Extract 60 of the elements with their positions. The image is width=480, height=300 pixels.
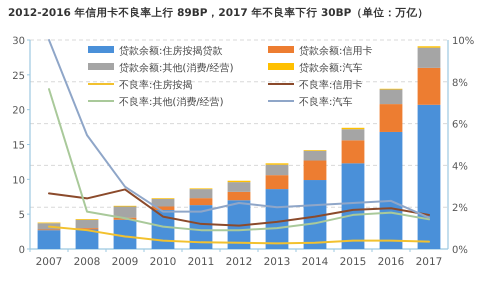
x-tick-label: 2013 (264, 256, 290, 268)
legend-label: 不良率:住房按揭 (119, 79, 192, 91)
bar (266, 164, 288, 176)
bar (418, 48, 440, 68)
legend-label: 贷款余额:汽车 (299, 62, 362, 74)
y2-tick-label: 6% (452, 120, 468, 131)
y2-tick-label: 4% (452, 161, 468, 172)
x-tick-label: 2009 (112, 256, 138, 268)
x-tick-label: 2014 (302, 256, 329, 268)
bar (342, 163, 364, 249)
legend-label: 贷款余额:其他(消费/经营) (119, 62, 234, 74)
line-series (48, 188, 430, 227)
bar (76, 220, 98, 228)
x-tick-label: 2017 (416, 256, 442, 268)
legend-label: 不良率:其他(消费/经营) (119, 96, 224, 108)
bar (418, 104, 440, 249)
bar (190, 198, 212, 206)
bar (76, 229, 98, 249)
x-tick-label: 2007 (36, 256, 62, 268)
y-tick-label: 20 (12, 106, 25, 117)
bar (418, 68, 440, 105)
y2-tick-label: 0% (452, 245, 468, 256)
y-tick-label: 10 (12, 175, 25, 186)
x-tick-label: 2011 (188, 256, 214, 268)
bar (342, 129, 364, 140)
y2-tick-label: 10% (452, 36, 474, 47)
y-tick-label: 25 (12, 70, 25, 82)
bar (304, 160, 326, 180)
bar (190, 189, 212, 198)
x-tick-label: 2012 (226, 256, 252, 268)
bar (228, 192, 250, 200)
bar (228, 182, 250, 192)
legend-label: 不良率:汽车 (299, 96, 352, 108)
y-tick-label: 0 (18, 245, 25, 256)
x-tick-label: 2016 (378, 256, 405, 268)
x-tick-label: 2015 (340, 256, 366, 268)
bar (266, 175, 288, 190)
y-tick-label: 15 (12, 140, 25, 152)
bar (114, 220, 136, 249)
y2-tick-label: 2% (452, 203, 468, 214)
bar (380, 104, 402, 132)
bar (114, 206, 136, 218)
y-tick-label: 30 (12, 36, 25, 47)
line-series (48, 226, 430, 244)
line-series (48, 88, 430, 232)
line-series (48, 39, 430, 219)
bar (342, 140, 364, 164)
x-tick-label: 2008 (74, 256, 100, 268)
chart-title: 2012-2016 年信用卡不良率上行 89BP，2017 年不良率下行 30BP（单位：万亿） (8, 6, 428, 19)
bar (38, 230, 60, 249)
bar (304, 150, 326, 161)
legend-label: 不良率:信用卡 (299, 79, 362, 91)
y2-tick-label: 8% (452, 78, 468, 89)
bar (380, 89, 402, 104)
bar (380, 132, 402, 249)
bar (152, 198, 174, 207)
legend-label: 贷款余额:信用卡 (299, 45, 372, 57)
y-tick-label: 5 (18, 210, 25, 222)
x-tick-label: 2010 (150, 256, 176, 268)
legend-label: 贷款余额:住房按揭贷款 (119, 45, 222, 57)
